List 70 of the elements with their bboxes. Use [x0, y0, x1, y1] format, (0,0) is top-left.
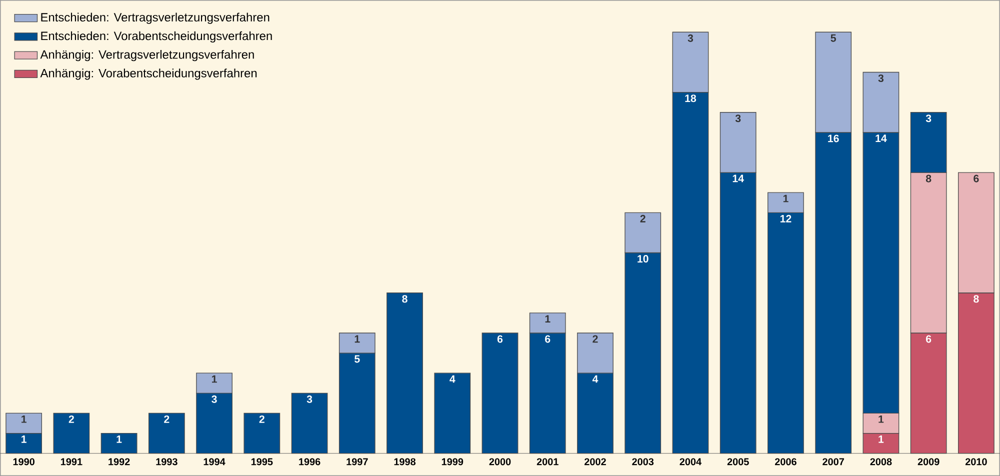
x-tick-label: 2007 — [822, 458, 844, 466]
data-label: 2 — [259, 415, 264, 423]
data-label: 1 — [354, 335, 360, 343]
data-label: 3 — [926, 114, 932, 122]
x-tick-label: 1997 — [346, 458, 368, 466]
bar — [291, 392, 328, 454]
x-tick-label: 1999 — [442, 458, 464, 466]
data-label: 3 — [212, 395, 217, 403]
data-label: 8 — [402, 295, 408, 303]
data-label: 6 — [545, 335, 550, 343]
data-label: 4 — [450, 375, 456, 383]
data-label: 3 — [735, 114, 741, 122]
data-label: 1 — [116, 436, 122, 443]
x-tick-label: 1991 — [60, 458, 82, 466]
legend-label: Anhängig: Vorabentscheidungsverfahren — [40, 68, 257, 80]
x-tick-label: 1993 — [156, 458, 178, 466]
bar — [244, 412, 280, 454]
data-label: 3 — [878, 74, 884, 82]
data-label: 2 — [640, 214, 646, 222]
data-label: 6 — [497, 335, 503, 343]
x-tick-label: 2000 — [489, 458, 511, 466]
data-label: 3 — [306, 395, 312, 403]
data-label: 3 — [688, 34, 694, 42]
x-tick-label: 1994 — [204, 458, 226, 466]
data-label: 14 — [732, 174, 744, 182]
data-label: 1 — [545, 315, 550, 323]
x-tick-label: 2002 — [584, 458, 606, 466]
bar — [53, 412, 90, 454]
data-label: 14 — [876, 134, 887, 142]
data-label: 16 — [828, 134, 839, 142]
legend-label: Entschieden: Vorabentscheidungsverfahren — [41, 31, 272, 43]
x-tick-label: 2003 — [632, 458, 654, 466]
x-tick-label: 1996 — [299, 458, 320, 466]
x-tick-label: 2009 — [918, 458, 940, 466]
x-tick-label: 2004 — [680, 458, 702, 466]
x-tick-label: 2006 — [774, 458, 796, 466]
data-label: 1 — [783, 194, 788, 202]
x-tick-label: 1990 — [13, 458, 34, 466]
data-label: 12 — [780, 214, 792, 222]
data-label: 4 — [592, 375, 598, 383]
data-label: 5 — [830, 34, 836, 42]
data-label: 1 — [22, 415, 26, 423]
x-tick-label: 1992 — [108, 458, 130, 466]
data-label: 18 — [685, 94, 696, 102]
x-tick-label: 2010 — [965, 458, 987, 466]
bar — [100, 432, 138, 454]
bar — [434, 372, 471, 454]
data-label: 1 — [878, 436, 884, 443]
x-tick-label: 2001 — [536, 458, 558, 466]
data-label: 2 — [68, 415, 74, 423]
data-label: 5 — [354, 355, 360, 363]
data-label: 1 — [22, 436, 26, 443]
data-label: 6 — [974, 174, 979, 182]
data-label: 1 — [212, 375, 217, 383]
x-tick-label: 2008 — [870, 458, 892, 466]
data-label: 6 — [926, 335, 932, 343]
x-tick-label: 1998 — [394, 458, 416, 466]
bar — [386, 292, 423, 454]
data-label: 2 — [164, 415, 170, 423]
data-label: 10 — [638, 255, 648, 263]
data-label: 8 — [974, 295, 979, 303]
legend-label: Entschieden: Vertragsverletzungsverfahren — [41, 12, 270, 24]
data-label: 1 — [878, 415, 884, 423]
data-label: 2 — [592, 335, 598, 343]
x-tick-label: 1995 — [251, 458, 273, 466]
x-tick-label: 2005 — [727, 458, 749, 466]
data-label: 8 — [926, 174, 932, 182]
bar — [148, 412, 185, 454]
bar — [482, 332, 518, 454]
legend-label: Anhängig: Vertragsverletzungsverfahren — [40, 50, 254, 62]
